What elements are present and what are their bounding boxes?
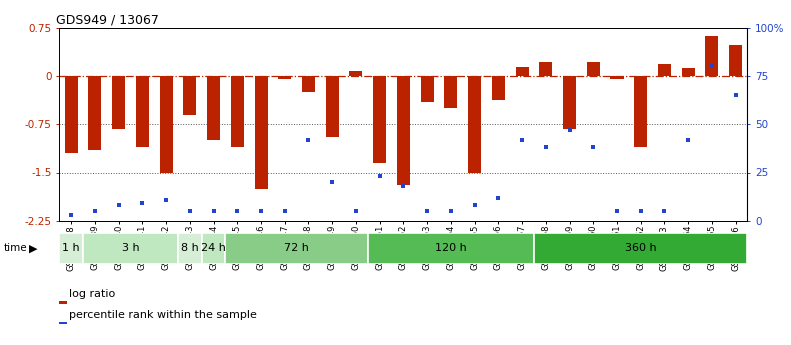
Point (89, 208, 101, 214)
Bar (373, 76, 386, 163)
Text: time: time (4, 244, 28, 253)
Point (350, 208, 362, 214)
Bar (350, 71, 362, 76)
Text: percentile rank within the sample: percentile rank within the sample (69, 310, 257, 320)
Bar (202, 233, 225, 264)
Bar (611, 76, 623, 79)
Point (682, 137, 694, 142)
Point (516, 137, 528, 142)
Bar (89, 76, 101, 150)
Bar (729, 45, 742, 76)
Point (231, 208, 244, 214)
Point (634, 208, 647, 214)
Point (255, 208, 267, 214)
Text: 8 h: 8 h (181, 244, 199, 253)
Text: 120 h: 120 h (435, 244, 467, 253)
Point (729, 92, 742, 98)
Bar (658, 64, 671, 76)
Text: 1 h: 1 h (62, 244, 80, 253)
Bar (225, 233, 368, 264)
Point (207, 208, 220, 214)
Point (397, 183, 410, 189)
Point (112, 203, 125, 208)
Text: GDS949 / 13067: GDS949 / 13067 (56, 13, 159, 27)
Point (492, 195, 505, 200)
Bar (278, 76, 291, 79)
Bar (160, 76, 172, 172)
Text: log ratio: log ratio (69, 289, 115, 299)
Bar (231, 76, 244, 147)
Point (65, 212, 78, 218)
Bar (136, 76, 149, 147)
Point (587, 145, 600, 150)
Point (302, 137, 315, 142)
Point (539, 145, 552, 150)
Bar (207, 76, 220, 140)
Point (184, 208, 196, 214)
Point (326, 179, 339, 185)
Text: ▶: ▶ (29, 244, 38, 253)
Point (706, 63, 718, 69)
Bar (178, 233, 202, 264)
Bar (587, 62, 600, 76)
Text: 72 h: 72 h (284, 244, 309, 253)
Bar (302, 76, 315, 92)
Bar (184, 76, 196, 115)
Point (611, 208, 623, 214)
Bar (326, 76, 339, 137)
Bar (534, 233, 747, 264)
Bar (468, 76, 481, 172)
Bar (421, 76, 433, 102)
Point (373, 174, 386, 179)
Point (658, 208, 671, 214)
Point (160, 197, 172, 202)
Bar (492, 76, 505, 100)
Bar (397, 76, 410, 185)
Point (278, 208, 291, 214)
Bar (539, 62, 552, 76)
Point (563, 127, 576, 133)
Bar (65, 76, 78, 153)
Bar (445, 76, 457, 108)
Bar (112, 76, 125, 129)
Bar (563, 76, 576, 129)
Bar (682, 68, 694, 76)
Text: 3 h: 3 h (122, 244, 139, 253)
Bar (368, 233, 534, 264)
Bar (634, 76, 647, 147)
Bar (59, 233, 83, 264)
Bar (83, 233, 178, 264)
Bar (706, 36, 718, 76)
Point (445, 208, 457, 214)
Point (136, 201, 149, 206)
Point (468, 203, 481, 208)
Bar (255, 76, 267, 189)
Point (421, 208, 433, 214)
Bar (516, 67, 528, 76)
Text: 24 h: 24 h (201, 244, 226, 253)
Text: 360 h: 360 h (625, 244, 657, 253)
